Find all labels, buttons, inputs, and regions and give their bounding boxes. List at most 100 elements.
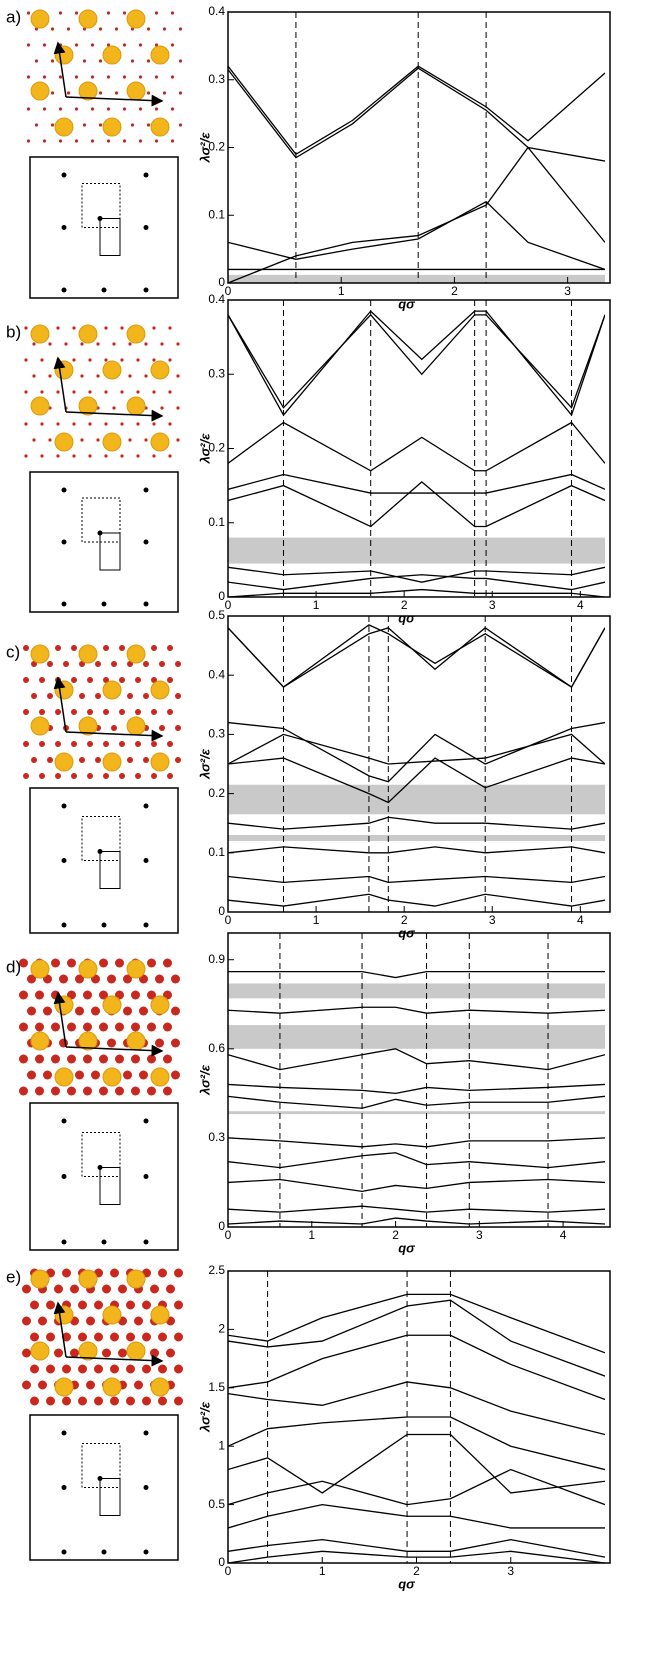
small-atom — [174, 1396, 183, 1406]
reciprocal-point — [101, 922, 107, 928]
reciprocal-point — [143, 172, 149, 178]
small-atom — [94, 1332, 103, 1342]
small-atom — [67, 1086, 76, 1096]
large-atom — [78, 1269, 98, 1289]
small-atom — [114, 27, 119, 31]
large-atom — [78, 959, 98, 979]
large-atom — [102, 1067, 122, 1087]
small-atom — [24, 454, 28, 458]
dispersion-curve — [228, 574, 605, 591]
lattice-vector — [65, 1044, 164, 1057]
gap-band — [228, 1025, 605, 1049]
small-atom — [87, 709, 93, 715]
small-atom — [42, 107, 47, 111]
small-atom — [147, 1022, 156, 1032]
small-atom — [128, 438, 132, 442]
small-atom — [131, 1054, 140, 1064]
large-atom — [78, 716, 98, 736]
small-atom — [111, 725, 117, 731]
small-atom — [26, 43, 31, 47]
x-tick-label: 3 — [489, 913, 496, 927]
x-tick-label: 4 — [560, 1228, 567, 1242]
large-atom — [30, 1031, 50, 1051]
small-atom — [166, 1348, 175, 1358]
reciprocal-point — [61, 172, 67, 178]
small-atom — [138, 43, 143, 47]
small-atom — [151, 773, 157, 779]
small-atom — [167, 741, 173, 747]
large-atom — [126, 81, 146, 101]
y-tick-label: 2 — [218, 1322, 225, 1336]
small-atom — [131, 990, 140, 1000]
small-atom — [147, 990, 156, 1000]
y-axis-label: λσ²/ε — [197, 1064, 212, 1096]
large-atom — [78, 81, 98, 101]
small-atom — [98, 91, 103, 95]
small-atom — [138, 139, 143, 143]
small-atom — [162, 91, 167, 95]
small-atom — [99, 1054, 108, 1064]
small-atom — [158, 1332, 167, 1342]
small-atom — [166, 1284, 175, 1294]
small-atom — [72, 390, 76, 394]
x-axis-label: qσ — [398, 296, 416, 311]
small-atom — [106, 107, 111, 111]
dispersion-curve — [228, 1006, 605, 1014]
small-atom — [83, 990, 92, 1000]
y-tick-label: 0.6 — [208, 1041, 225, 1055]
reciprocal-point — [61, 225, 67, 230]
small-atom — [27, 974, 36, 984]
small-atom — [171, 974, 180, 984]
small-atom — [136, 358, 140, 362]
small-atom — [47, 757, 53, 763]
large-atom — [54, 45, 74, 65]
dispersion-curve — [228, 481, 605, 528]
small-atom — [56, 326, 60, 330]
small-atom — [99, 1086, 108, 1096]
reciprocal-point — [61, 1430, 67, 1436]
small-atom — [72, 454, 76, 458]
reciprocal-point — [143, 601, 149, 607]
small-atom — [46, 1364, 55, 1374]
small-atom — [86, 1316, 95, 1326]
dispersion-curve — [228, 1217, 605, 1225]
dispersion-curve — [228, 893, 605, 907]
small-atom — [19, 990, 28, 1000]
small-atom — [176, 374, 180, 378]
small-atom — [95, 661, 101, 667]
small-atom — [175, 661, 181, 667]
small-atom — [146, 91, 151, 95]
small-atom — [158, 1364, 167, 1374]
small-atom — [90, 139, 95, 143]
small-atom — [90, 75, 95, 79]
dispersion-curve — [228, 816, 605, 830]
small-atom — [130, 59, 135, 63]
small-atom — [155, 1038, 164, 1048]
gap-band — [228, 983, 605, 999]
small-atom — [72, 422, 76, 426]
x-tick-label: 2 — [401, 598, 408, 612]
large-atom — [78, 644, 98, 664]
small-atom — [152, 390, 156, 394]
small-atom — [80, 342, 84, 346]
small-atom — [19, 1022, 28, 1032]
y-tick-label: 0.5 — [208, 1497, 225, 1511]
small-atom — [104, 358, 108, 362]
small-atom — [171, 1006, 180, 1016]
large-atom — [126, 396, 146, 416]
gap-band — [228, 537, 605, 564]
small-atom — [167, 773, 173, 779]
inset-box — [29, 787, 179, 934]
small-atom — [56, 390, 60, 394]
small-atom — [176, 406, 180, 410]
large-atom — [102, 752, 122, 772]
small-atom — [86, 1380, 95, 1390]
small-atom — [168, 358, 172, 362]
small-atom — [67, 1054, 76, 1064]
small-atom — [147, 1054, 156, 1064]
small-atom — [24, 358, 28, 362]
plot-area — [228, 933, 605, 1227]
dispersion-curve — [228, 200, 605, 271]
small-atom — [51, 958, 60, 968]
